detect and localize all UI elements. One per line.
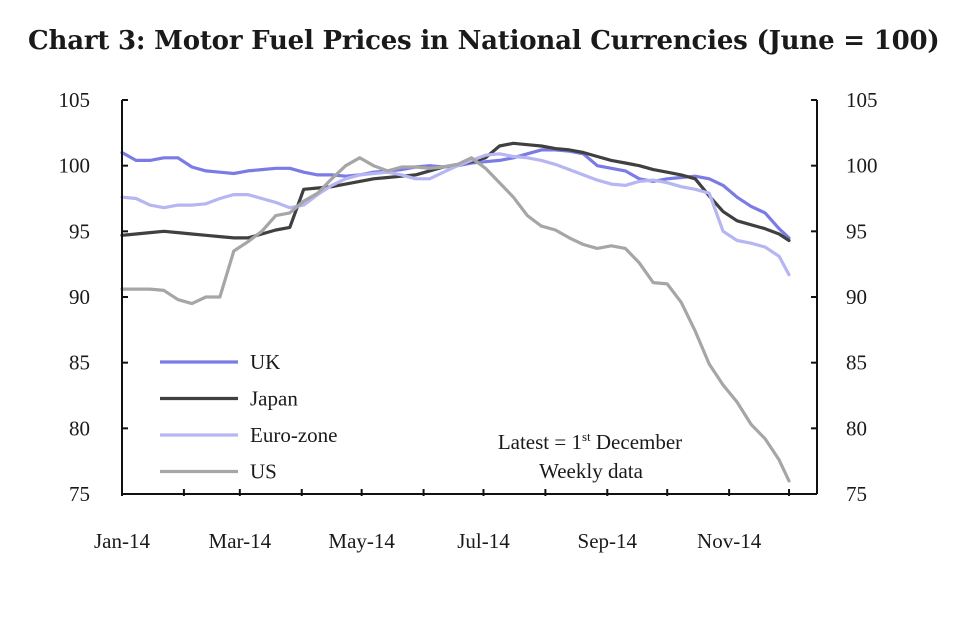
y-tick-label-right: 85 — [846, 351, 867, 375]
legend: UK Japan Euro-zone US — [160, 350, 337, 484]
y-tick-label-right: 95 — [846, 219, 867, 243]
legend-label-us: US — [250, 460, 277, 484]
series-line-us — [120, 156, 791, 483]
annotation-latest-prefix: Latest = 1 — [498, 430, 582, 454]
legend-label-japan: Japan — [250, 387, 298, 411]
y-tick-label-left: 80 — [69, 416, 90, 440]
annotation-latest-suffix: December — [591, 430, 683, 454]
series-line-uk — [120, 148, 791, 240]
x-tick-label: Jan-14 — [94, 529, 150, 553]
x-tick-label: Jul-14 — [457, 529, 510, 553]
chart-title: Chart 3: Motor Fuel Prices in National C… — [28, 26, 940, 56]
legend-label-euro-zone: Euro-zone — [250, 423, 337, 447]
axes-layer: 75 80 85 90 95 100 105 75 80 85 90 95 100 105 Jan-14 Ma… — [59, 88, 878, 553]
x-tick-label: Mar-14 — [209, 529, 272, 553]
x-tick-label: Nov-14 — [697, 529, 762, 553]
y-tick-label-left: 95 — [69, 219, 90, 243]
y-tick-label-right: 105 — [846, 88, 878, 112]
y-tick-label-left: 90 — [69, 285, 90, 309]
y-tick-label-left: 85 — [69, 351, 90, 375]
y-tick-label-left: 105 — [59, 88, 91, 112]
series-line-japan — [120, 141, 791, 243]
x-tick-label: Sep-14 — [578, 529, 638, 553]
x-tick-label: May-14 — [328, 529, 395, 553]
y-tick-label-right: 90 — [846, 285, 867, 309]
y-tick-label-right: 100 — [846, 154, 878, 178]
y-tick-label-left: 100 — [59, 154, 91, 178]
annotation-latest: Latest = 1st December — [498, 429, 682, 454]
series-layer — [120, 141, 791, 483]
y-tick-label-right: 80 — [846, 416, 867, 440]
legend-label-uk: UK — [250, 350, 280, 374]
y-tick-label-left: 75 — [69, 482, 90, 506]
annotation-latest-superscript: st — [582, 429, 591, 444]
y-tick-label-right: 75 — [846, 482, 867, 506]
annotation-frequency: Weekly data — [539, 459, 644, 483]
